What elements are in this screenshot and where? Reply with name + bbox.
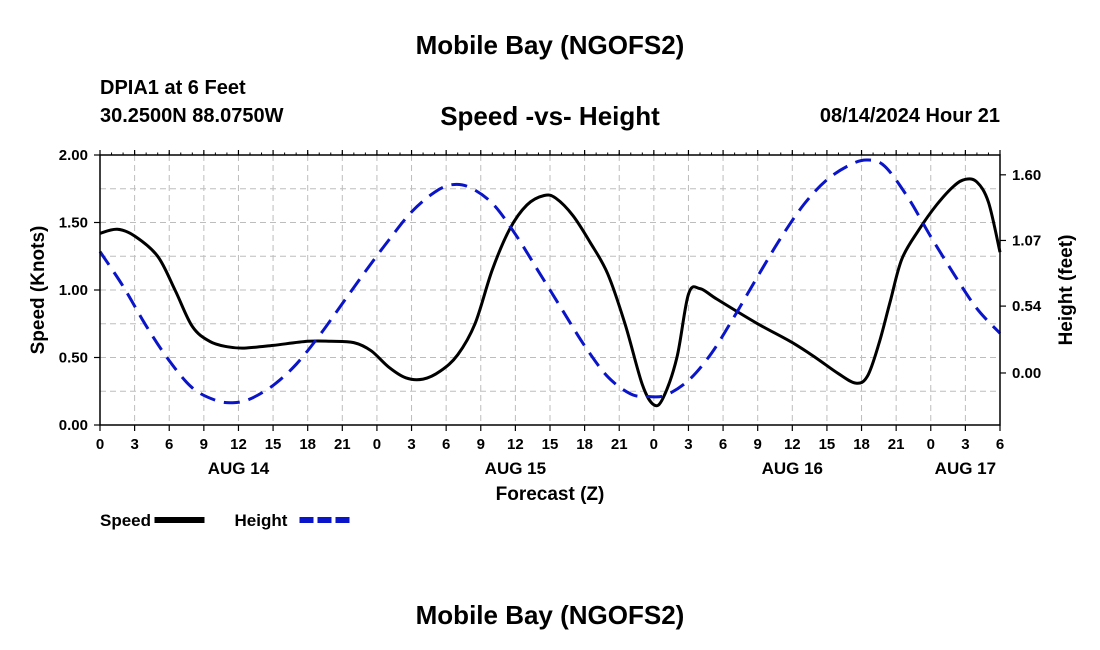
x-tick-label: 18 <box>853 436 870 453</box>
x-tick-label: 3 <box>961 436 969 453</box>
x-tick-label: 6 <box>442 436 450 453</box>
x-tick-label: 15 <box>265 436 282 453</box>
x-tick-label: 12 <box>507 436 524 453</box>
x-tick-label: 12 <box>230 436 247 453</box>
legend-layer: Speed Height <box>100 511 350 530</box>
x-tick-label: 9 <box>477 436 485 453</box>
y2-tick-label: 0.00 <box>1012 365 1041 382</box>
x-tick-label: 21 <box>888 436 905 453</box>
y2-axis-title: Height (feet) <box>1056 235 1077 346</box>
y-tick-label: 2.00 <box>59 147 88 164</box>
x-tick-label: 21 <box>611 436 628 453</box>
x-tick-label: 3 <box>684 436 692 453</box>
x-tick-label: 18 <box>299 436 316 453</box>
y-tick-label: 1.50 <box>59 215 88 232</box>
x-tick-label: 21 <box>334 436 351 453</box>
x-tick-label: 15 <box>542 436 559 453</box>
chart-title: Mobile Bay (NGOFS2) <box>415 30 685 60</box>
x-tick-label: 18 <box>576 436 593 453</box>
x-tick-label: 6 <box>996 436 1004 453</box>
x-tick-label: 0 <box>96 436 104 453</box>
x-tick-label: 3 <box>130 436 138 453</box>
axis-layer: 0 3 6 9 12 15 18 21 0 3 6 9 12 15 18 21 0 3 6 9 12 15 18 21 0 3 6 0… <box>28 147 1077 505</box>
legend-label-speed: Speed <box>100 511 151 530</box>
x-tick-label: 0 <box>650 436 658 453</box>
date-label: AUG 14 <box>208 459 270 478</box>
footer-title: Mobile Bay (NGOFS2) <box>415 600 685 630</box>
date-label: AUG 15 <box>485 459 546 478</box>
y2-tick-label: 1.07 <box>1012 232 1041 249</box>
y2-tick-label: 1.60 <box>1012 167 1041 184</box>
forecast-datetime: 08/14/2024 Hour 21 <box>819 105 1000 127</box>
series-line-speed <box>99 177 1002 408</box>
x-tick-label: 6 <box>165 436 173 453</box>
date-label: AUG 16 <box>762 459 823 478</box>
series-line-height <box>98 158 1002 405</box>
station-label: DPIA1 at 6 Feet <box>100 77 246 99</box>
y-tick-label: 0.50 <box>59 350 88 367</box>
y-tick-label: 0.00 <box>59 417 88 434</box>
x-tick-label: 6 <box>719 436 727 453</box>
date-label: AUG 17 <box>935 459 996 478</box>
x-tick-label: 9 <box>754 436 762 453</box>
y-tick-label: 1.00 <box>59 282 88 299</box>
y-axis-title: Speed (Knots) <box>28 226 49 355</box>
x-tick-label: 0 <box>927 436 935 453</box>
x-tick-label: 0 <box>373 436 381 453</box>
x-tick-label: 15 <box>819 436 836 453</box>
series-layer <box>98 158 1002 408</box>
y2-tick-label: 0.54 <box>1012 298 1042 315</box>
station-coordinates: 30.2500N 88.0750W <box>100 105 284 127</box>
x-tick-label: 12 <box>784 436 801 453</box>
chart-subtitle: Speed -vs- Height <box>440 101 660 131</box>
x-tick-label: 3 <box>407 436 415 453</box>
x-axis-title: Forecast (Z) <box>496 484 605 505</box>
legend-label-height: Height <box>235 511 288 530</box>
x-tick-label: 9 <box>200 436 208 453</box>
